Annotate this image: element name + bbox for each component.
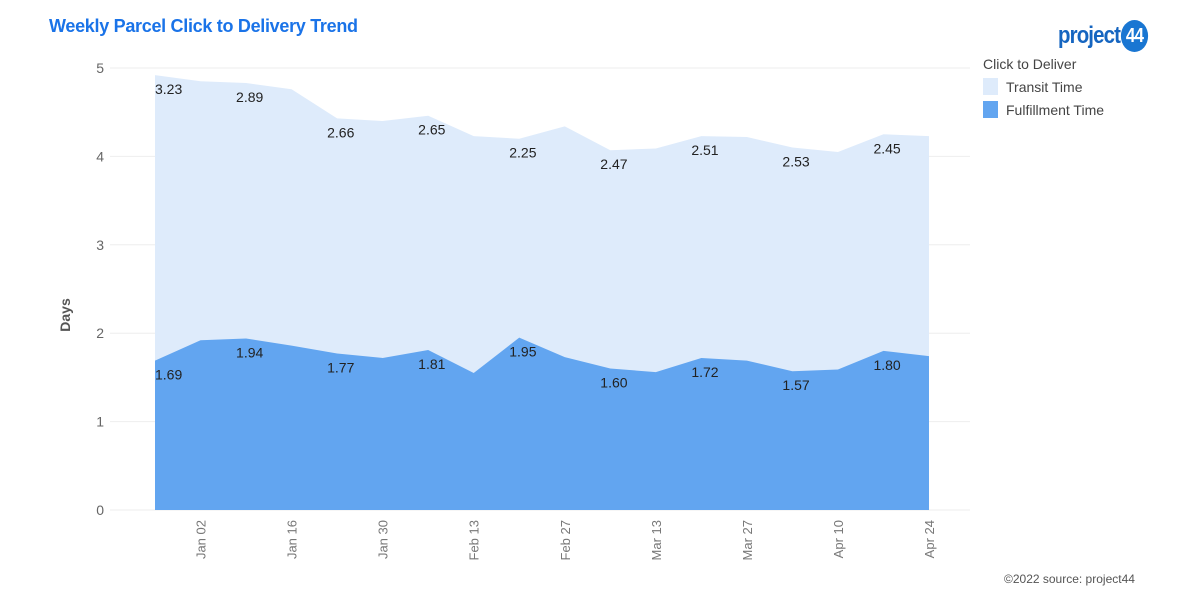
logo-badge: 44: [1120, 20, 1149, 52]
fulfillment-data-label: 1.80: [873, 357, 900, 373]
x-tick-label: Feb 13: [467, 520, 482, 560]
transit-data-label: 3.23: [155, 81, 182, 97]
fulfillment-data-label: 1.72: [691, 364, 718, 380]
source-note: ©2022 source: project44: [1004, 572, 1135, 586]
legend-label-transit: Transit Time: [1006, 78, 1083, 95]
transit-data-label: 2.89: [236, 89, 263, 105]
transit-data-label: 2.47: [600, 156, 627, 172]
fulfillment-data-label: 1.95: [509, 344, 536, 360]
x-tick-label: Apr 24: [922, 520, 937, 558]
legend: Click to Deliver Transit Time Fulfillmen…: [983, 56, 1104, 118]
y-tick-label: 0: [96, 502, 104, 518]
legend-item-transit[interactable]: Transit Time: [983, 78, 1104, 95]
x-tick-label: Jan 16: [285, 520, 300, 559]
transit-data-label: 2.51: [691, 142, 718, 158]
x-tick-label: Apr 10: [831, 520, 846, 558]
fulfillment-data-label: 1.77: [327, 360, 354, 376]
x-tick-label: Mar 27: [740, 520, 755, 560]
legend-item-fulfillment[interactable]: Fulfillment Time: [983, 101, 1104, 118]
x-tick-label: Jan 30: [376, 520, 391, 559]
fulfillment-data-label: 1.57: [782, 377, 809, 393]
legend-title: Click to Deliver: [983, 56, 1077, 72]
transit-data-label: 2.45: [873, 140, 900, 156]
fulfillment-time-area: [155, 337, 929, 510]
y-tick-label: 4: [96, 148, 104, 164]
y-tick-label: 1: [96, 414, 104, 430]
logo-text: project: [1058, 22, 1121, 49]
x-tick-label: Feb 27: [558, 520, 573, 560]
transit-data-label: 2.25: [509, 145, 536, 161]
project44-logo: project 44: [1058, 20, 1149, 52]
x-tick-label: Mar 13: [649, 520, 664, 560]
y-tick-label: 2: [96, 325, 104, 341]
transit-data-label: 2.53: [782, 154, 809, 170]
legend-label-fulfillment: Fulfillment Time: [1006, 101, 1105, 118]
y-tick-label: 3: [96, 237, 104, 253]
legend-swatch-fulfillment: [983, 101, 998, 118]
fulfillment-data-label: 1.94: [236, 345, 263, 361]
fulfillment-data-label: 1.69: [155, 367, 182, 383]
fulfillment-data-label: 1.60: [600, 375, 627, 391]
y-tick-label: 5: [96, 60, 104, 76]
x-tick-label: Jan 02: [194, 520, 209, 559]
fulfillment-data-label: 1.81: [418, 356, 445, 372]
y-axis-label: Days: [57, 298, 73, 332]
transit-data-label: 2.66: [327, 124, 354, 140]
chart-title: Weekly Parcel Click to Delivery Trend: [49, 16, 358, 36]
legend-swatch-transit: [983, 78, 998, 95]
transit-data-label: 2.65: [418, 122, 445, 138]
